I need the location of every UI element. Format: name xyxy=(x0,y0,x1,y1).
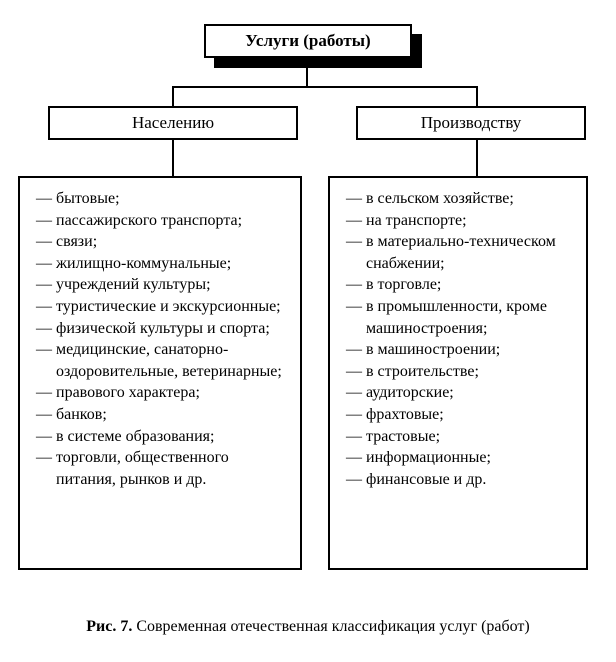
dash-icon: — xyxy=(346,469,366,491)
root-title: Услуги (работы) xyxy=(245,31,370,51)
list-item: — медицинские, санаторно-оздоровительные… xyxy=(36,339,286,382)
dash-icon: — xyxy=(36,188,56,210)
list-item-text: в строительстве; xyxy=(366,361,572,383)
list-item-text: в сельском хозяйстве; xyxy=(366,188,572,210)
list-item: — в строительстве; xyxy=(346,361,572,383)
dash-icon: — xyxy=(36,296,56,318)
connector xyxy=(476,86,478,108)
list-item-text: пассажирского транспорта; xyxy=(56,210,286,232)
root-box: Услуги (работы) xyxy=(204,24,412,58)
list-item-text: бытовые; xyxy=(56,188,286,210)
dash-icon: — xyxy=(346,361,366,383)
figure-caption: Рис. 7. Современная отечественная класси… xyxy=(14,618,602,636)
dash-icon: — xyxy=(36,253,56,275)
list-item: — трастовые; xyxy=(346,426,572,448)
connector xyxy=(172,140,174,178)
branch-title-population: Населению xyxy=(132,113,214,133)
list-item: — в промышленности, кроме машиностроения… xyxy=(346,296,572,339)
list-item-text: финансовые и др. xyxy=(366,469,572,491)
connector xyxy=(172,86,174,108)
list-item: — связи; xyxy=(36,231,286,253)
list-item-text: в промышленности, кроме машиностроения; xyxy=(366,296,572,339)
list-item-text: туристические и экскурсионные; xyxy=(56,296,286,318)
dash-icon: — xyxy=(36,274,56,296)
list-item: — в торговле; xyxy=(346,274,572,296)
dash-icon: — xyxy=(346,210,366,232)
caption-prefix: Рис. 7. xyxy=(86,618,132,635)
branch-box-production: Производству xyxy=(356,106,586,140)
dash-icon: — xyxy=(36,426,56,448)
list-item-text: фрахтовые; xyxy=(366,404,572,426)
list-item: — в машиностроении; xyxy=(346,339,572,361)
list-item: — аудиторские; xyxy=(346,382,572,404)
dash-icon: — xyxy=(346,339,366,361)
list-item: — пассажирского транспорта; xyxy=(36,210,286,232)
root-node: Услуги (работы) xyxy=(204,24,412,58)
list-item: — жилищно-коммунальные; xyxy=(36,253,286,275)
dash-icon: — xyxy=(346,382,366,404)
dash-icon: — xyxy=(346,188,366,210)
connector xyxy=(172,86,478,88)
list-item-text: трастовые; xyxy=(366,426,572,448)
list-item: — информационные; xyxy=(346,447,572,469)
list-item: — фрахтовые; xyxy=(346,404,572,426)
dash-icon: — xyxy=(36,339,56,382)
dash-icon: — xyxy=(346,274,366,296)
list-item-text: в машиностроении; xyxy=(366,339,572,361)
dash-icon: — xyxy=(346,447,366,469)
connector xyxy=(476,140,478,178)
dash-icon: — xyxy=(346,426,366,448)
dash-icon: — xyxy=(346,231,366,274)
list-item-text: связи; xyxy=(56,231,286,253)
list-item: — в системе образования; xyxy=(36,426,286,448)
dash-icon: — xyxy=(346,404,366,426)
list-item: — правового характера; xyxy=(36,382,286,404)
list-item-text: на транспорте; xyxy=(366,210,572,232)
list-item-text: банков; xyxy=(56,404,286,426)
list-item-text: аудиторские; xyxy=(366,382,572,404)
dash-icon: — xyxy=(36,231,56,253)
list-item-text: жилищно-коммунальные; xyxy=(56,253,286,275)
list-box-population: — бытовые;— пассажирского транспорта;— с… xyxy=(18,176,302,570)
list-item-text: учреждений культуры; xyxy=(56,274,286,296)
dash-icon: — xyxy=(36,318,56,340)
branch-title-production: Производству xyxy=(421,113,522,133)
list-item-text: в торговле; xyxy=(366,274,572,296)
list-item-text: физической культуры и спорта; xyxy=(56,318,286,340)
list-item: — физической культуры и спорта; xyxy=(36,318,286,340)
list-item-text: информационные; xyxy=(366,447,572,469)
dash-icon: — xyxy=(36,210,56,232)
list-item: — на транспорте; xyxy=(346,210,572,232)
list-item: — финансовые и др. xyxy=(346,469,572,491)
branch-box-population: Населению xyxy=(48,106,298,140)
list-item: — туристические и экскурсионные; xyxy=(36,296,286,318)
dash-icon: — xyxy=(36,404,56,426)
list-item-text: в материально-техническом снабжении; xyxy=(366,231,572,274)
dash-icon: — xyxy=(36,382,56,404)
list-box-production: — в сельском хозяйстве;— на транспорте;—… xyxy=(328,176,588,570)
list-item-text: правового характера; xyxy=(56,382,286,404)
diagram-canvas: Услуги (работы) Населению Производству —… xyxy=(14,18,602,618)
list-item: — в сельском хозяйстве; xyxy=(346,188,572,210)
list-item: — бытовые; xyxy=(36,188,286,210)
list-item-text: медицинские, санаторно-оздоровительные, … xyxy=(56,339,286,382)
list-item: — учреждений культуры; xyxy=(36,274,286,296)
list-item: — торговли, общественного питания, рынко… xyxy=(36,447,286,490)
list-item: — в материально-техническом снабжении; xyxy=(346,231,572,274)
list-item-text: в системе образования; xyxy=(56,426,286,448)
dash-icon: — xyxy=(346,296,366,339)
dash-icon: — xyxy=(36,447,56,490)
list-item-text: торговли, общественного питания, рынков … xyxy=(56,447,286,490)
list-item: — банков; xyxy=(36,404,286,426)
caption-text: Современная отечественная классификация … xyxy=(136,618,529,635)
